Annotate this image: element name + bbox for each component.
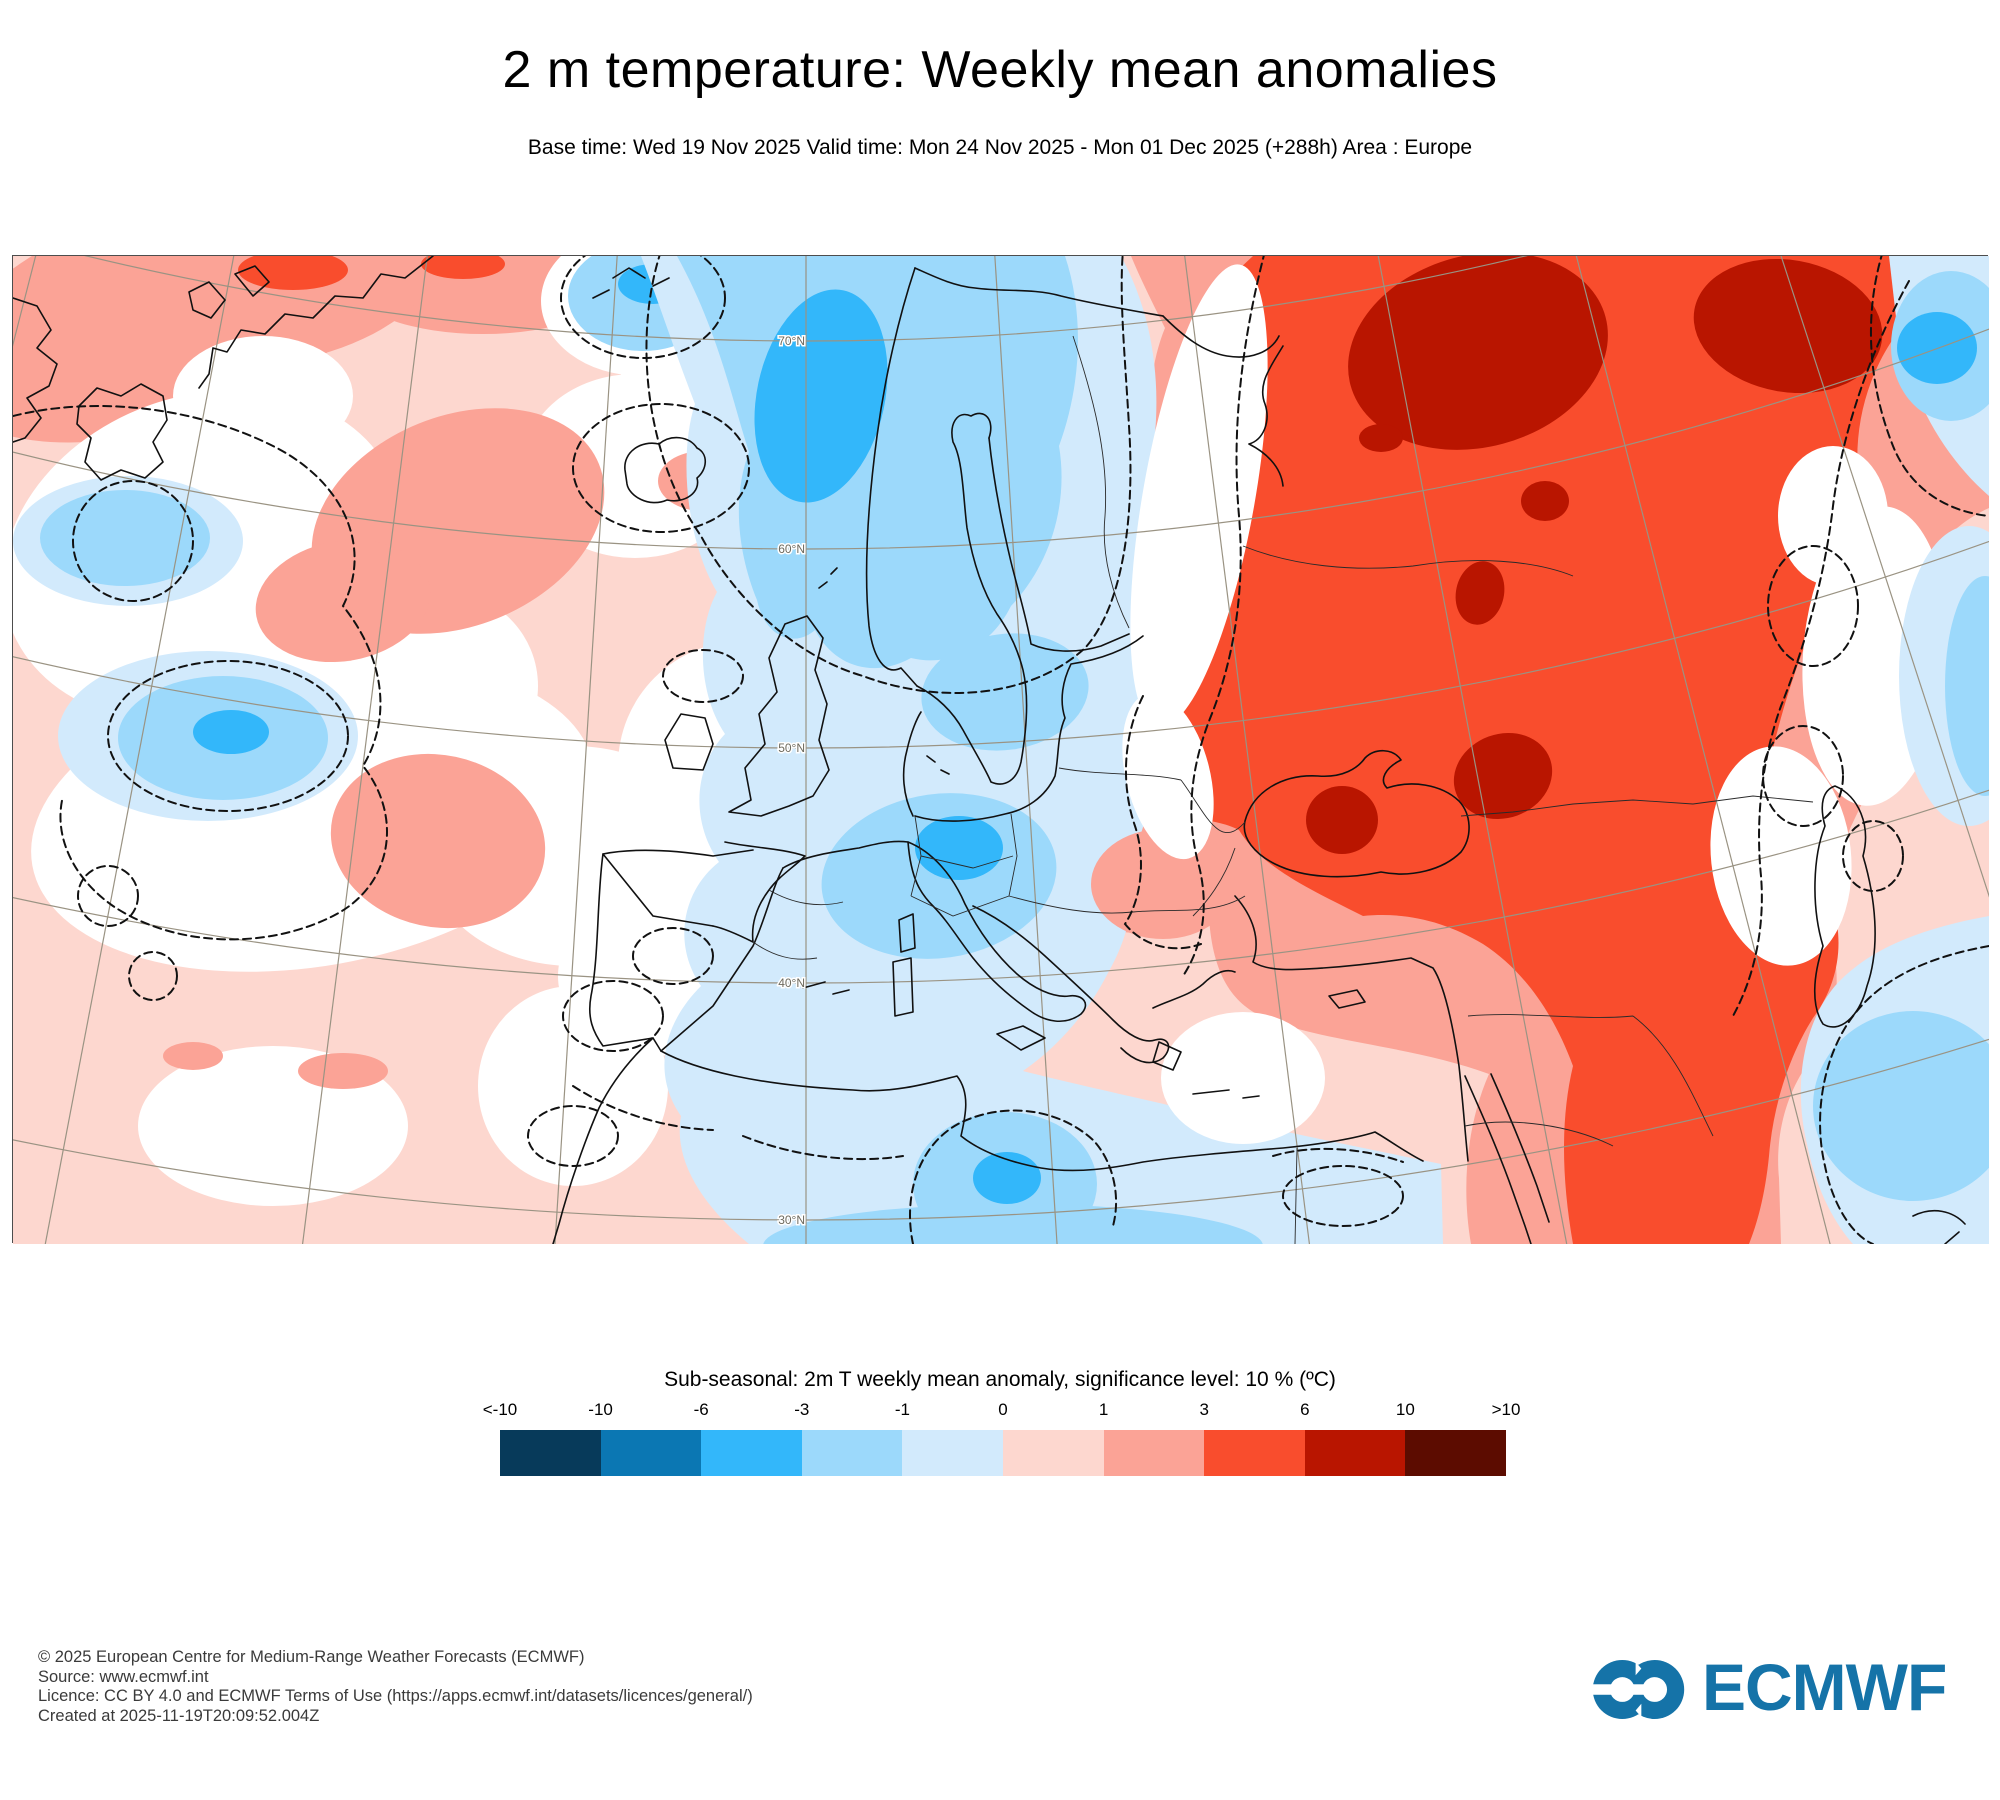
footer-line: © 2025 European Centre for Medium-Range … bbox=[38, 1648, 585, 1666]
legend-tick: 3 bbox=[1199, 1400, 1209, 1419]
lat-label-60n: 60°N bbox=[778, 542, 805, 556]
lat-label-50n: 50°N bbox=[778, 741, 805, 755]
legend-swatch bbox=[500, 1430, 601, 1476]
ecmwf-logo-text: ECMWF bbox=[1702, 1649, 1947, 1724]
ecmwf-logo: ECMWF bbox=[1588, 1642, 1963, 1737]
legend-ticks: <-10 -10 -6 -3 -1 0 1 3 6 10 >10 bbox=[483, 1400, 1521, 1424]
legend-tick: -3 bbox=[794, 1400, 810, 1419]
coastlines bbox=[13, 256, 1966, 1244]
chart-title: 2 m temperature: Weekly mean anomalies bbox=[502, 41, 1498, 99]
chart-subtitle: Base time: Wed 19 Nov 2025 Valid time: M… bbox=[527, 136, 1473, 159]
legend-swatch bbox=[600, 1430, 702, 1476]
legend-swatch bbox=[902, 1430, 1003, 1476]
footer-line: Created at 2025-11-19T20:09:52.004Z bbox=[38, 1706, 320, 1725]
legend-tick: <-10 bbox=[482, 1400, 518, 1419]
field-balkan-salmon bbox=[1091, 829, 1235, 939]
legend-tick: -10 bbox=[588, 1400, 613, 1419]
legend-label: Sub-seasonal: 2m T weekly mean anomaly, … bbox=[664, 1368, 1336, 1391]
legend-swatch bbox=[701, 1430, 802, 1476]
significance-contours bbox=[13, 256, 1989, 1244]
legend-swatch bbox=[1304, 1430, 1406, 1476]
footer-credits: © 2025 European Centre for Medium-Range … bbox=[38, 1648, 753, 1726]
legend-tick: -6 bbox=[693, 1400, 709, 1419]
legend-colorbar bbox=[500, 1430, 1506, 1476]
legend-tick: 6 bbox=[1300, 1400, 1310, 1419]
field-east-blue bbox=[1800, 256, 1989, 1244]
legend-tick: 0 bbox=[998, 1400, 1008, 1419]
ecmwf-logo-icon bbox=[1588, 1659, 1685, 1719]
legend-swatch bbox=[1002, 1430, 1104, 1476]
legend-tick: -1 bbox=[894, 1400, 910, 1419]
anomaly-map-svg: 70°N 60°N 50°N 40°N 30°N bbox=[13, 256, 1989, 1244]
legend-swatch bbox=[1103, 1430, 1205, 1476]
field-east-darkred bbox=[1306, 256, 1947, 854]
graticule bbox=[13, 256, 1989, 1244]
lat-label-30n: 30°N bbox=[778, 1213, 805, 1227]
legend-swatch bbox=[1405, 1430, 1506, 1476]
footer-line: Licence: CC BY 4.0 and ECMWF Terms of Us… bbox=[38, 1687, 753, 1705]
legend-tick: 10 bbox=[1395, 1400, 1415, 1419]
anomaly-map: 70°N 60°N 50°N 40°N 30°N bbox=[12, 255, 1989, 1244]
legend-tick: >10 bbox=[1491, 1400, 1521, 1419]
legend-swatch bbox=[1204, 1430, 1305, 1476]
legend-swatch bbox=[801, 1430, 903, 1476]
country-borders bbox=[752, 335, 1814, 1244]
latitude-labels: 70°N 60°N 50°N 40°N 30°N bbox=[777, 333, 807, 1229]
footer-line: Source: www.ecmwf.int bbox=[38, 1667, 209, 1686]
lat-label-40n: 40°N bbox=[778, 976, 805, 990]
lat-label-70n: 70°N bbox=[778, 334, 805, 348]
legend-tick: 1 bbox=[1098, 1400, 1109, 1419]
